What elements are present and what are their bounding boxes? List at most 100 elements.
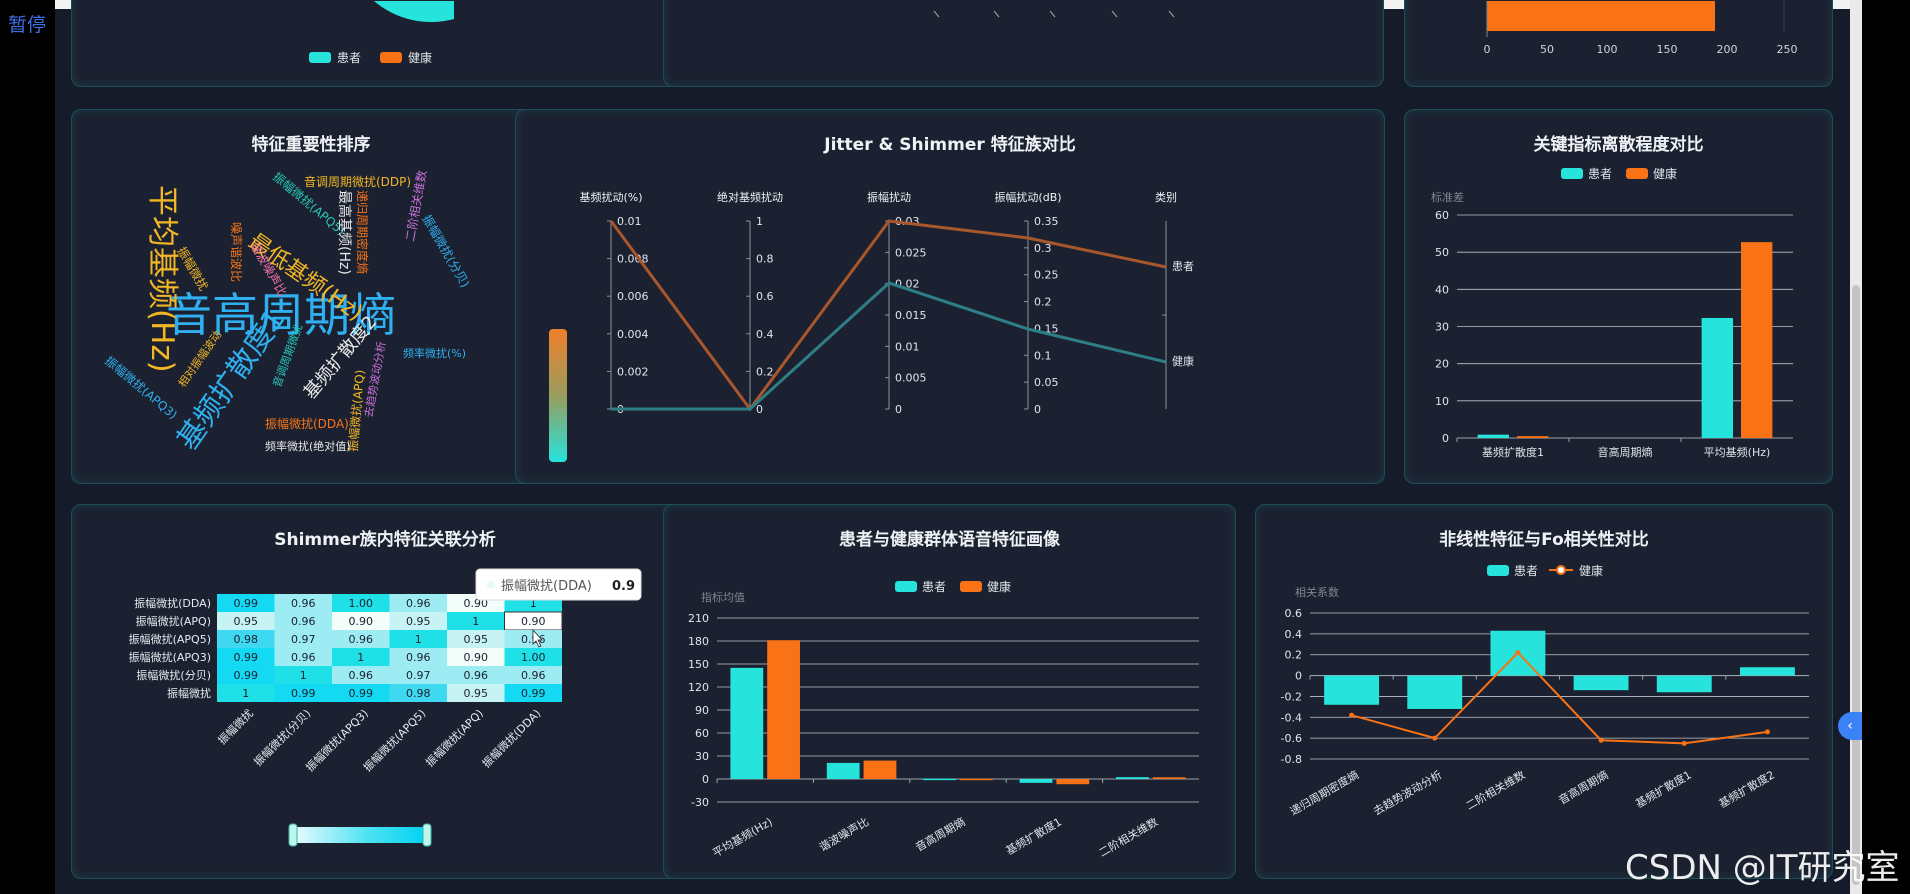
word-cloud-term[interactable]: 音调周期微扰(DDP) xyxy=(304,174,411,189)
heatmap-cell[interactable] xyxy=(274,594,333,612)
pause-label[interactable]: 暂停 xyxy=(8,14,47,36)
bar-patient[interactable] xyxy=(1477,434,1509,438)
scrollbar-thumb[interactable] xyxy=(1852,285,1860,885)
bar-healthy[interactable] xyxy=(863,760,897,779)
x-tick-label: 200 xyxy=(1717,43,1738,56)
heatmap-cell[interactable] xyxy=(389,648,448,666)
axis-name: 绝对基频扰动 xyxy=(717,190,783,204)
tooltip-label: 振幅微扰(DDA) xyxy=(501,579,592,594)
word-cloud-term[interactable]: 最高基频(Hz) xyxy=(336,190,353,275)
word-cloud-term[interactable]: 振幅微扰(DDA) xyxy=(265,416,349,431)
slider-handle-max[interactable] xyxy=(422,823,432,847)
word-cloud-term[interactable]: 噪声谐波比 xyxy=(229,222,243,282)
nonlinear-combo-chart: 患者 健康 相关系数 -0.8 -0.6 -0.4 -0.2 0 0.2 0.4 0.6 递归周… xyxy=(1281,563,1809,818)
y-tick-label: 40 xyxy=(1435,283,1449,296)
axis-name: 类别 xyxy=(1155,190,1177,204)
heatmap-cell[interactable] xyxy=(332,612,390,630)
heatmap-cell[interactable] xyxy=(447,666,505,684)
bar-healthy[interactable] xyxy=(1056,779,1090,785)
word-cloud-term[interactable]: 振幅微扰(APQ) xyxy=(345,369,367,452)
heatmap-cell[interactable] xyxy=(332,630,390,648)
word-cloud-term[interactable]: 递归周期密度熵 xyxy=(355,190,370,274)
x-tick-label: 基频扩散度1 xyxy=(1003,814,1064,857)
axis-tick-label: 0 xyxy=(756,403,763,416)
bar-healthy[interactable] xyxy=(1517,436,1549,438)
heatmap-cell[interactable] xyxy=(217,594,275,612)
heatmap-cell[interactable] xyxy=(447,648,505,666)
heatmap-cell[interactable] xyxy=(389,594,448,612)
bar-patient[interactable] xyxy=(1573,675,1629,691)
bar-patient[interactable] xyxy=(923,778,956,781)
heatmap-cell[interactable] xyxy=(217,684,275,702)
bar-patient[interactable] xyxy=(1701,317,1733,438)
word-cloud-term[interactable]: 音高周期熵 xyxy=(166,288,396,342)
heatmap-cell-value: 0.99 xyxy=(291,687,316,700)
bar-patient[interactable] xyxy=(826,762,860,779)
heatmap-cell[interactable] xyxy=(332,648,390,666)
collapse-sidebar-button[interactable]: ‹ xyxy=(1838,712,1862,740)
bar-patient[interactable] xyxy=(1116,777,1149,779)
slider-handle-min[interactable] xyxy=(288,823,298,847)
line-point[interactable] xyxy=(1764,729,1770,735)
heatmap-cell-value: 1 xyxy=(472,615,479,628)
visual-map-slider[interactable] xyxy=(549,329,567,462)
series-line-healthy[interactable] xyxy=(1351,651,1768,745)
x-tick-label: 50 xyxy=(1540,43,1554,56)
category-label: 患者 xyxy=(1172,260,1194,273)
heatmap-cell[interactable] xyxy=(217,666,275,684)
heatmap-cell[interactable] xyxy=(274,630,333,648)
line-point[interactable] xyxy=(1349,712,1355,718)
line-point[interactable] xyxy=(1681,740,1687,746)
word-cloud-term[interactable]: 频率微扰(%) xyxy=(403,346,466,360)
word-cloud-term[interactable]: 频率微扰(绝对值) xyxy=(265,439,351,453)
heatmap-cell-value: 0.96 xyxy=(291,597,316,610)
legend-label-healthy: 健康 xyxy=(1653,166,1677,181)
heatmap-cell-value: 0.90 xyxy=(464,651,489,664)
bar-patient[interactable] xyxy=(1739,667,1795,676)
bar-healthy[interactable] xyxy=(767,640,800,779)
word-cloud-term[interactable]: 平均基频(Hz) xyxy=(144,185,180,373)
word-cloud-term[interactable]: 振幅微扰(分贝) xyxy=(419,212,473,290)
heatmap-cell[interactable] xyxy=(389,612,448,630)
bar-patient[interactable] xyxy=(1407,675,1463,709)
heatmap-cell[interactable] xyxy=(332,666,390,684)
heatmap-cell[interactable] xyxy=(274,666,333,684)
bar-patient[interactable] xyxy=(1324,675,1380,705)
heatmap-cell[interactable] xyxy=(389,684,448,702)
visual-map-range-slider[interactable] xyxy=(293,827,427,843)
heatmap-cell[interactable] xyxy=(217,648,275,666)
heatmap-cell[interactable] xyxy=(389,666,448,684)
series-line-healthy[interactable] xyxy=(611,281,1167,411)
heatmap-cell[interactable] xyxy=(274,684,333,702)
heatmap-cell[interactable] xyxy=(447,612,505,630)
bar-healthy[interactable] xyxy=(1741,242,1773,438)
bar-healthy[interactable] xyxy=(1487,1,1715,31)
bar-healthy[interactable] xyxy=(960,778,993,781)
pie-slice-patient[interactable] xyxy=(374,1,454,23)
heatmap-cell[interactable] xyxy=(274,612,333,630)
heatmap-cell[interactable] xyxy=(217,612,275,630)
series-line-patient[interactable] xyxy=(609,219,1167,412)
bar-patient[interactable] xyxy=(730,667,764,779)
heatmap-cell-value: 0.90 xyxy=(521,615,546,628)
x-tick-label: 基频扩散度2 xyxy=(1716,767,1777,810)
heatmap-cell[interactable] xyxy=(504,684,563,702)
legend-swatch-patient xyxy=(309,52,331,63)
heatmap-cell[interactable] xyxy=(274,648,333,666)
heatmap-cell[interactable] xyxy=(217,630,275,648)
heatmap-cell[interactable] xyxy=(332,594,390,612)
bar-patient[interactable] xyxy=(1019,779,1053,783)
bar-healthy[interactable] xyxy=(1152,777,1186,779)
line-point[interactable] xyxy=(1598,737,1604,743)
heatmap-cell[interactable] xyxy=(447,630,505,648)
line-point[interactable] xyxy=(1432,735,1438,741)
heatmap-cell[interactable] xyxy=(332,684,390,702)
heatmap-cell-value: 0.97 xyxy=(291,633,316,646)
heatmap-cell[interactable] xyxy=(504,666,563,684)
heatmap-cell[interactable] xyxy=(504,648,563,666)
line-point[interactable] xyxy=(1515,650,1521,656)
heatmap-cell[interactable] xyxy=(447,684,505,702)
bar-patient[interactable] xyxy=(1656,675,1712,693)
x-tick-label: 150 xyxy=(1657,43,1678,56)
heatmap-cell[interactable] xyxy=(389,630,448,648)
